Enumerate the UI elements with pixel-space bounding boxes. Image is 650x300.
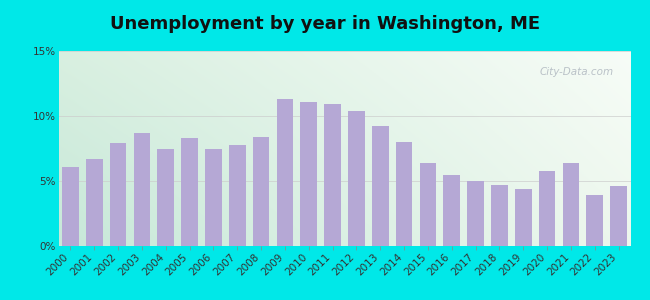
Bar — [372, 126, 389, 246]
Bar — [205, 148, 222, 246]
Bar — [300, 102, 317, 246]
Bar — [253, 137, 270, 246]
Bar — [348, 111, 365, 246]
Bar — [86, 159, 103, 246]
Bar — [562, 163, 579, 246]
Bar — [515, 189, 532, 246]
Bar — [586, 195, 603, 246]
Bar — [110, 143, 126, 246]
Bar — [277, 99, 293, 246]
Bar — [134, 133, 150, 246]
Bar — [539, 171, 555, 246]
Bar — [229, 145, 246, 246]
Bar — [62, 167, 79, 246]
Bar — [491, 185, 508, 246]
Bar — [610, 186, 627, 246]
Bar — [157, 148, 174, 246]
Bar — [324, 104, 341, 246]
Text: City-Data.com: City-Data.com — [540, 67, 614, 76]
Bar — [181, 138, 198, 246]
Bar — [443, 175, 460, 246]
Text: Unemployment by year in Washington, ME: Unemployment by year in Washington, ME — [110, 15, 540, 33]
Bar — [396, 142, 413, 246]
Bar — [420, 163, 436, 246]
Bar — [467, 181, 484, 246]
